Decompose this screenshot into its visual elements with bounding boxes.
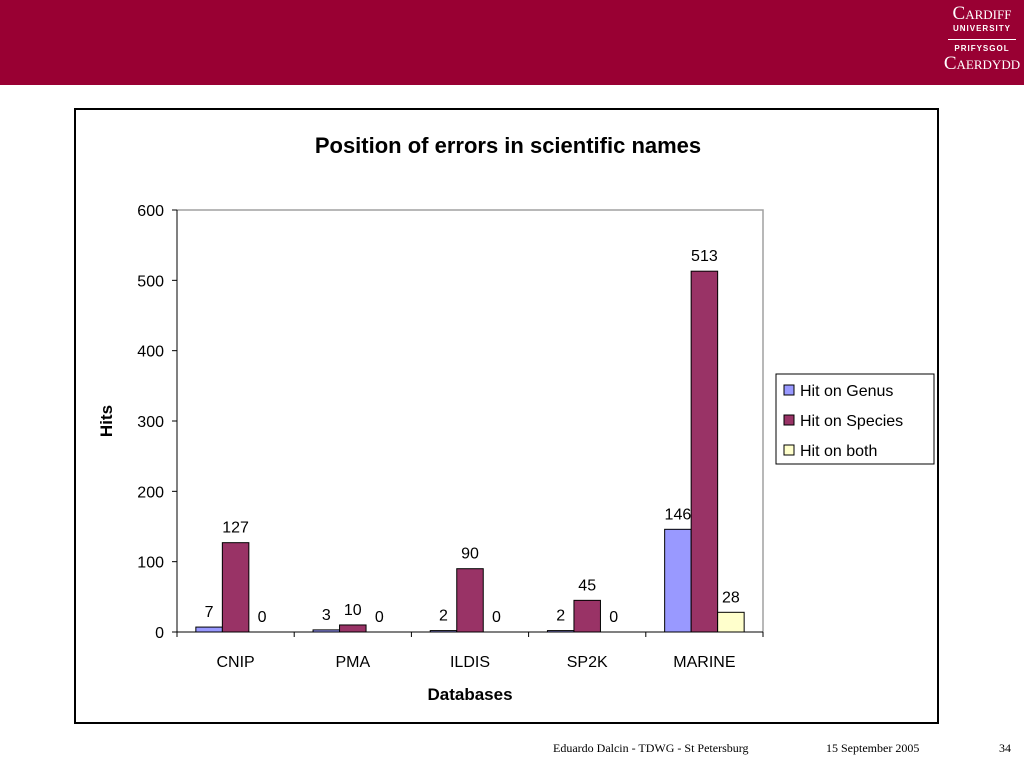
- y-tick-label: 100: [137, 555, 164, 572]
- data-label: 2: [556, 608, 565, 625]
- footer-page-number: 34: [999, 741, 1011, 755]
- cardiff-university-logo: Cardiff UNIVERSITY PRIFYSGOL Caerdydd: [942, 2, 1022, 80]
- header-band: [0, 0, 1024, 85]
- footer-date: 15 September 2005: [826, 741, 920, 755]
- bar: [339, 624, 367, 633]
- logo-line-cardiff: Cardiff: [952, 3, 1012, 24]
- x-tick-label: SP2K: [567, 654, 608, 671]
- legend-entry: Hit on both: [800, 443, 877, 460]
- logo-divider: [948, 39, 1016, 40]
- data-label: 0: [258, 609, 267, 626]
- chart-title: Position of errors in scientific names: [315, 133, 701, 158]
- y-tick-label: 200: [137, 484, 164, 501]
- y-tick-label: 400: [137, 344, 164, 361]
- data-label: 127: [222, 520, 249, 537]
- data-label: 10: [344, 602, 362, 619]
- y-tick-label: 300: [137, 414, 164, 431]
- x-tick-label: ILDIS: [450, 654, 490, 671]
- footer-author-event: Eduardo Dalcin - TDWG - St Petersburg: [553, 741, 749, 755]
- data-label: 45: [578, 577, 596, 594]
- legend-box: [775, 373, 935, 465]
- data-label: 0: [609, 609, 618, 626]
- bar: [456, 568, 484, 633]
- x-tick-label: PMA: [335, 654, 370, 671]
- data-label: 146: [665, 506, 692, 523]
- data-label: 2: [439, 608, 448, 625]
- bar: [664, 528, 692, 633]
- data-label: 3: [322, 607, 331, 624]
- y-axis-label: Hits: [97, 405, 116, 437]
- x-axis-label: Databases: [427, 685, 512, 704]
- y-tick-label: 500: [137, 273, 164, 290]
- plot-area-border: [177, 209, 764, 632]
- legend-swatch: [783, 414, 795, 426]
- y-tick-label: 0: [155, 625, 164, 642]
- data-label: 28: [722, 589, 740, 606]
- bar: [717, 611, 745, 633]
- x-tick-label: CNIP: [216, 654, 254, 671]
- bar: [573, 599, 601, 633]
- logo-line-prifysgol: PRIFYSGOL: [954, 44, 1010, 53]
- data-label: 7: [205, 604, 214, 621]
- data-label: 0: [492, 609, 501, 626]
- logo-line-university: UNIVERSITY: [952, 24, 1011, 33]
- data-label: 90: [461, 546, 479, 563]
- bar: [429, 630, 458, 633]
- legend-swatch: [783, 444, 795, 456]
- y-tick-label: 600: [137, 203, 164, 220]
- legend-entry: Hit on Genus: [800, 383, 893, 400]
- logo-line-caerdydd: Caerdydd: [943, 53, 1021, 74]
- data-label: 513: [691, 248, 718, 265]
- bar: [546, 630, 575, 633]
- data-label: 0: [375, 609, 384, 626]
- legend-entry: Hit on Species: [800, 413, 903, 430]
- x-tick-label: MARINE: [673, 654, 735, 671]
- bar: [221, 542, 250, 633]
- bar: [312, 629, 341, 633]
- bar: [195, 626, 223, 633]
- legend-swatch: [783, 384, 795, 396]
- bar: [690, 270, 719, 633]
